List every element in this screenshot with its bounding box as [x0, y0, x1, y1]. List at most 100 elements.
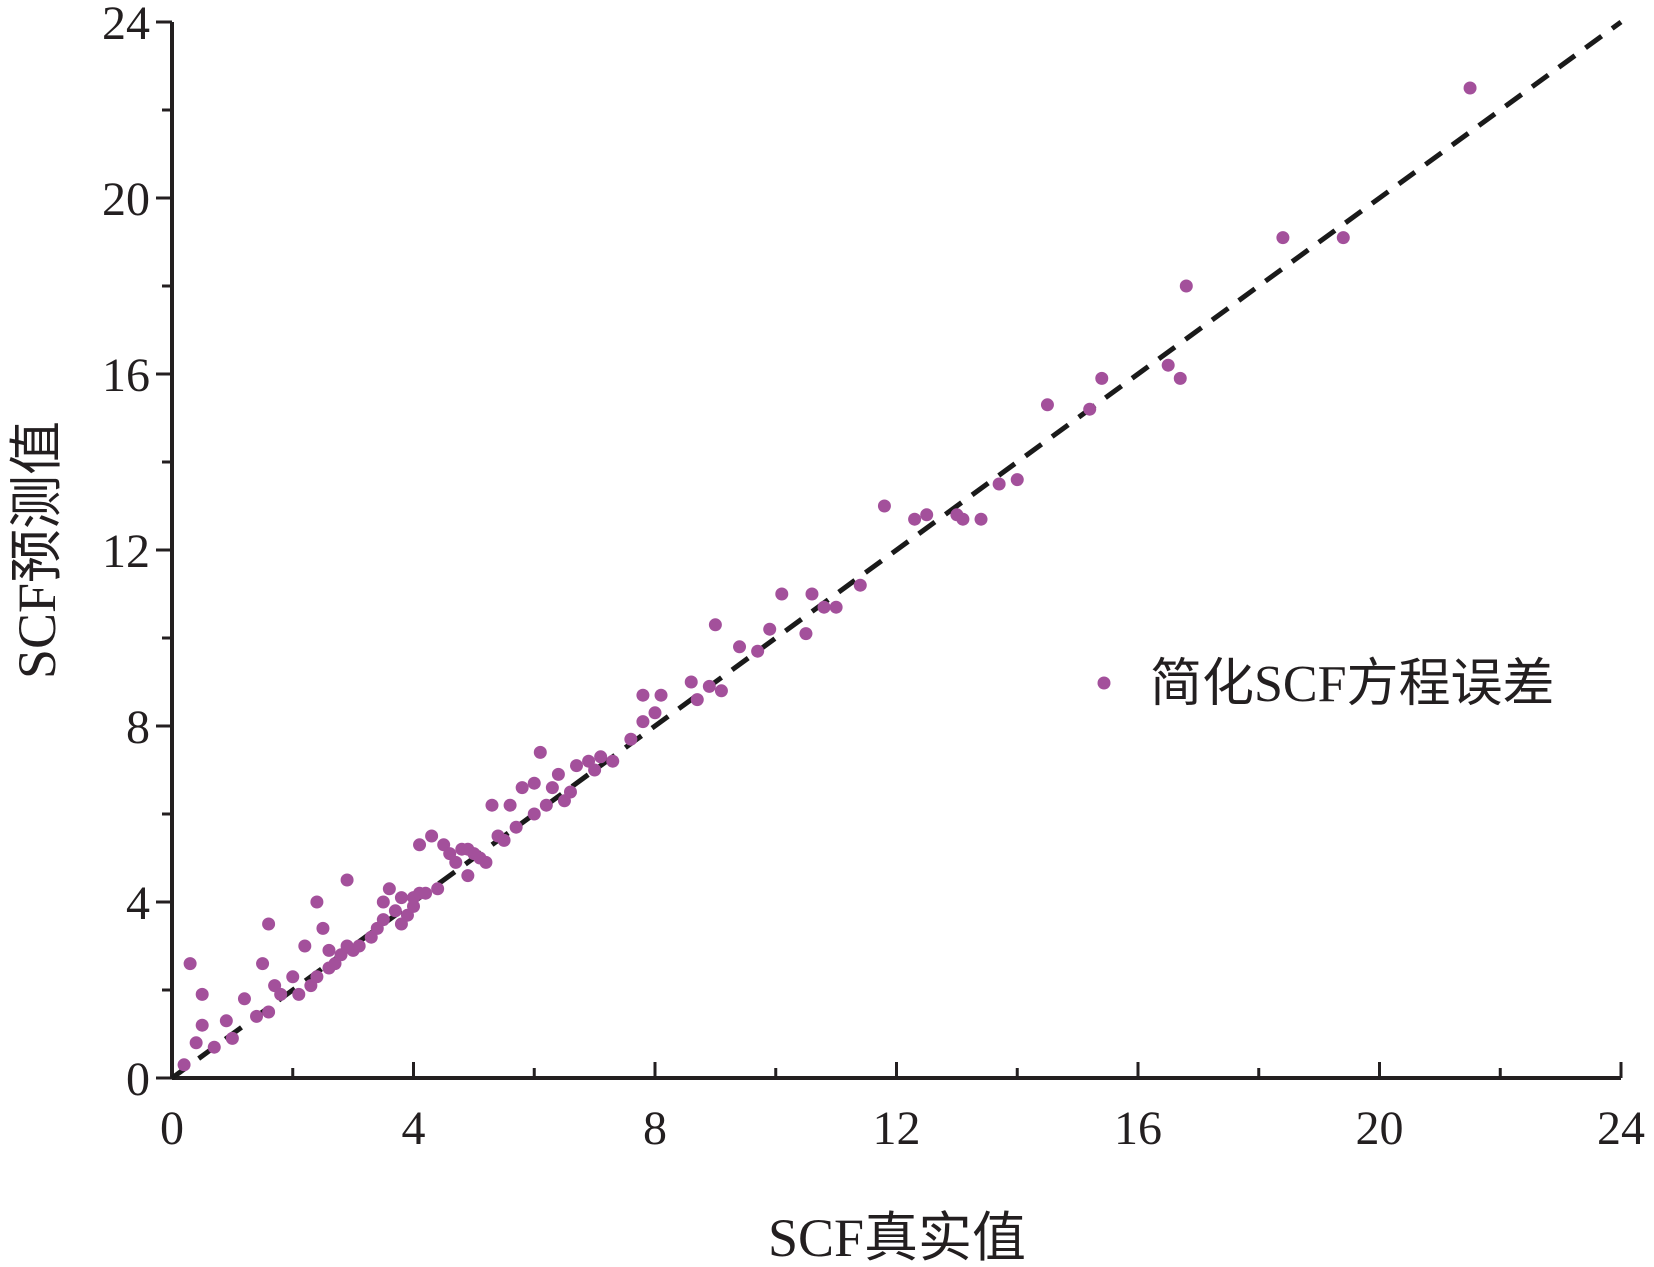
data-point: [1083, 402, 1097, 416]
tick-labels: 0 4 8 12 16 20 24 0 4 8 12 16 20 24: [102, 0, 1645, 1155]
data-point: [974, 512, 988, 526]
data-point: [413, 838, 427, 852]
data-point: [799, 627, 813, 641]
data-point: [733, 640, 747, 654]
data-point: [195, 1018, 209, 1032]
data-point: [394, 891, 408, 905]
x-tick-label: 24: [1597, 1102, 1645, 1155]
data-point: [431, 882, 445, 896]
data-point: [250, 1009, 264, 1023]
data-point: [316, 921, 330, 935]
y-tick-label: 24: [102, 0, 150, 50]
data-point: [177, 1058, 191, 1072]
data-point: [195, 987, 209, 1001]
legend: 简化SCF方程误差: [1097, 656, 1555, 713]
y-tick-label: 0: [126, 1053, 150, 1106]
data-point: [461, 869, 475, 883]
x-tick-label: 20: [1356, 1102, 1404, 1155]
data-point: [310, 970, 324, 984]
data-point: [684, 675, 698, 689]
data-point: [485, 798, 499, 812]
data-point: [497, 833, 511, 847]
x-tick-label: 16: [1114, 1102, 1162, 1155]
data-point: [588, 763, 602, 777]
data-point: [527, 807, 541, 821]
data-point: [1173, 371, 1187, 385]
data-point: [376, 895, 390, 909]
data-point: [539, 798, 553, 812]
data-point: [702, 679, 716, 693]
data-point: [509, 820, 523, 834]
data-point: [751, 644, 765, 658]
y-tick-label: 16: [102, 349, 150, 402]
data-point: [992, 477, 1006, 491]
x-tick-label: 8: [643, 1102, 667, 1155]
data-point: [853, 578, 867, 592]
data-point: [183, 957, 197, 971]
data-point: [1463, 81, 1477, 95]
data-point: [551, 767, 565, 781]
data-point: [570, 759, 584, 773]
data-point: [606, 754, 620, 768]
data-point: [636, 715, 650, 729]
data-point: [256, 957, 270, 971]
data-point: [1040, 398, 1054, 412]
data-point: [286, 970, 300, 984]
data-point: [237, 992, 251, 1006]
data-point: [1336, 231, 1350, 245]
data-point: [298, 939, 312, 953]
data-point: [877, 499, 891, 513]
data-point: [1095, 371, 1109, 385]
data-point: [1179, 279, 1193, 293]
data-point: [714, 684, 728, 698]
data-point: [503, 798, 517, 812]
data-point: [207, 1040, 221, 1054]
data-point: [545, 781, 559, 795]
data-point: [449, 855, 463, 869]
data-point: [1276, 231, 1290, 245]
data-point: [1010, 473, 1024, 487]
data-point: [219, 1014, 233, 1028]
data-point: [648, 706, 662, 720]
data-point: [805, 587, 819, 601]
data-point: [479, 855, 493, 869]
data-point: [262, 917, 276, 931]
data-point: [708, 618, 722, 632]
data-point: [292, 987, 306, 1001]
x-tick-label: 4: [402, 1102, 426, 1155]
data-point: [352, 939, 366, 953]
data-point: [690, 693, 704, 707]
y-tick-label: 8: [126, 701, 150, 754]
data-point: [533, 745, 547, 759]
data-point: [376, 913, 390, 927]
data-point: [908, 512, 922, 526]
data-point: [956, 512, 970, 526]
x-tick-label: 12: [873, 1102, 921, 1155]
x-axis-title: SCF真实值: [768, 1208, 1026, 1267]
data-point: [425, 829, 439, 843]
data-point: [310, 895, 324, 909]
data-point: [340, 873, 354, 887]
y-tick-label: 12: [102, 525, 150, 578]
data-point: [322, 943, 336, 957]
y-tick-label: 20: [102, 173, 150, 226]
data-point: [920, 508, 934, 522]
data-point: [636, 688, 650, 702]
data-point: [624, 732, 638, 746]
data-point: [274, 987, 288, 1001]
data-points: [177, 81, 1477, 1072]
y-axis-title: SCF预测值: [7, 421, 67, 679]
data-point: [775, 587, 789, 601]
x-tick-label: 0: [160, 1102, 184, 1155]
data-point: [262, 1005, 276, 1019]
data-point: [763, 622, 777, 636]
legend-label: 简化SCF方程误差: [1150, 656, 1555, 713]
data-point: [1161, 358, 1175, 372]
y-tick-label: 4: [126, 877, 150, 930]
legend-marker: [1097, 676, 1111, 690]
data-point: [419, 886, 433, 900]
data-point: [563, 785, 577, 799]
data-point: [527, 776, 541, 790]
